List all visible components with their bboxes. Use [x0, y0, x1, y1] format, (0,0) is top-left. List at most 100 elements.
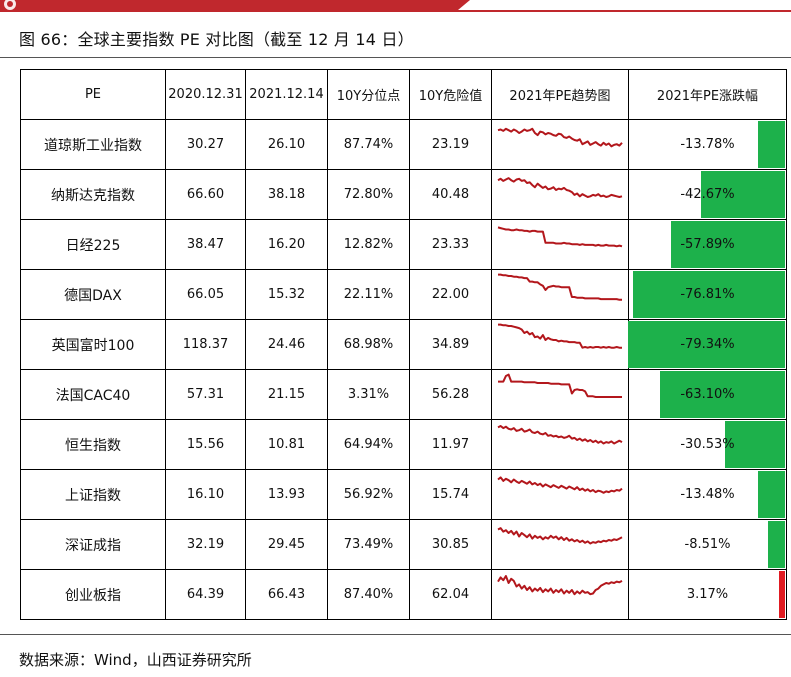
percentile-10y-cell: 68.98%: [327, 319, 410, 370]
percentile-10y-cell: 12.82%: [327, 219, 410, 270]
danger-10y-cell: 34.89: [409, 319, 492, 370]
index-name-cell: 德国DAX: [20, 269, 166, 320]
table-row: 法国CAC40 57.31 21.15 3.31% 56.28 -63.10%: [20, 369, 787, 420]
pe-comparison-table: PE 2020.12.31 2021.12.14 10Y分位点 10Y危险值 2…: [20, 69, 787, 620]
table-row: 纳斯达克指数 66.60 38.18 72.80% 40.48 -42.67%: [20, 169, 787, 220]
table-row: 上证指数 16.10 13.93 56.92% 15.74 -13.48%: [20, 469, 787, 520]
col-header-2020: 2020.12.31: [165, 69, 246, 120]
pe-2021-cell: 29.45: [245, 519, 328, 570]
table-row: 德国DAX 66.05 15.32 22.11% 22.00 -76.81%: [20, 269, 787, 320]
col-header-2021: 2021.12.14: [245, 69, 328, 120]
change-bar: [757, 121, 785, 168]
table-row: 道琼斯工业指数 30.27 26.10 87.74% 23.19 -13.78%: [20, 119, 787, 170]
table-row: 恒生指数 15.56 10.81 64.94% 11.97 -30.53%: [20, 419, 787, 470]
pe-2021-cell: 24.46: [245, 319, 328, 370]
danger-10y-cell: 23.33: [409, 219, 492, 270]
pe-2021-cell: 26.10: [245, 119, 328, 170]
top-decor-bar: [0, 0, 791, 17]
pe-2020-cell: 32.19: [165, 519, 246, 570]
trend-sparkline: [498, 273, 622, 301]
trend-sparkline: [498, 373, 622, 398]
danger-10y-cell: 30.85: [409, 519, 492, 570]
trend-cell: [491, 119, 629, 170]
danger-10y-cell: 11.97: [409, 419, 492, 470]
table-body: 道琼斯工业指数 30.27 26.10 87.74% 23.19 -13.78% 纳斯达克指…: [20, 119, 787, 620]
pe-2020-cell: 16.10: [165, 469, 246, 520]
trend-cell: [491, 519, 629, 570]
trend-line: [497, 424, 623, 444]
pe-2021-cell: 15.32: [245, 269, 328, 320]
footer-divider: [0, 634, 791, 635]
index-name-cell: 创业板指: [20, 569, 166, 620]
change-cell: -13.78%: [628, 119, 787, 170]
trend-sparkline: [497, 526, 623, 544]
change-cell: -57.89%: [628, 219, 787, 270]
change-cell: -76.81%: [628, 269, 787, 320]
trend-sparkline: [497, 574, 623, 595]
percentile-10y-cell: 3.31%: [327, 369, 410, 420]
trend-cell: [491, 269, 629, 320]
index-name-cell: 道琼斯工业指数: [20, 119, 166, 170]
trend-line: [497, 127, 623, 147]
title-divider: [0, 57, 791, 58]
pe-2021-cell: 38.18: [245, 169, 328, 220]
change-cell: -30.53%: [628, 419, 787, 470]
table-header-row: PE 2020.12.31 2021.12.14 10Y分位点 10Y危险值 2…: [20, 69, 787, 120]
change-bar: [778, 571, 785, 618]
pe-2020-cell: 64.39: [165, 569, 246, 620]
change-bar: [633, 271, 785, 318]
trend-cell: [491, 319, 629, 370]
index-name-cell: 恒生指数: [20, 419, 166, 470]
percentile-10y-cell: 56.92%: [327, 469, 410, 520]
trend-line: [498, 323, 622, 349]
danger-10y-cell: 62.04: [409, 569, 492, 620]
trend-sparkline: [497, 176, 623, 198]
danger-10y-cell: 40.48: [409, 169, 492, 220]
change-cell: -8.51%: [628, 519, 787, 570]
pe-2021-cell: 21.15: [245, 369, 328, 420]
change-label: -8.51%: [684, 537, 731, 552]
danger-10y-cell: 23.19: [409, 119, 492, 170]
change-label: 3.17%: [686, 587, 729, 602]
change-bar: [700, 171, 785, 218]
pe-2020-cell: 118.37: [165, 319, 246, 370]
change-bar: [628, 321, 785, 368]
percentile-10y-cell: 72.80%: [327, 169, 410, 220]
table-row: 深证成指 32.19 29.45 73.49% 30.85 -8.51%: [20, 519, 787, 570]
trend-line: [497, 225, 623, 247]
change-bar: [660, 371, 785, 418]
table-row: 英国富时100 118.37 24.46 68.98% 34.89 -79.34%: [20, 319, 787, 370]
pe-2020-cell: 66.60: [165, 169, 246, 220]
change-bar: [758, 471, 785, 518]
index-name-cell: 英国富时100: [20, 319, 166, 370]
col-header-percentile: 10Y分位点: [327, 69, 410, 120]
trend-cell: [491, 169, 629, 220]
col-header-change: 2021年PE涨跌幅: [628, 69, 787, 120]
danger-10y-cell: 15.74: [409, 469, 492, 520]
change-bar: [670, 221, 785, 268]
col-header-trend: 2021年PE趋势图: [491, 69, 629, 120]
percentile-10y-cell: 73.49%: [327, 519, 410, 570]
col-header-pe: PE: [20, 69, 166, 120]
pe-2020-cell: 57.31: [165, 369, 246, 420]
change-cell: -79.34%: [628, 319, 787, 370]
trend-cell: [491, 419, 629, 470]
trend-line: [498, 373, 622, 398]
change-bar: [768, 521, 785, 568]
danger-10y-cell: 22.00: [409, 269, 492, 320]
source-note: 数据来源：Wind，山西证券研究所: [19, 651, 252, 669]
index-name-cell: 深证成指: [20, 519, 166, 570]
pe-2021-cell: 16.20: [245, 219, 328, 270]
percentile-10y-cell: 87.40%: [327, 569, 410, 620]
trend-cell: [491, 369, 629, 420]
index-name-cell: 日经225: [20, 219, 166, 270]
figure-title: 图 66：全球主要指数 PE 对比图（截至 12 月 14 日）: [19, 30, 414, 49]
trend-sparkline: [497, 127, 623, 147]
danger-10y-cell: 56.28: [409, 369, 492, 420]
index-name-cell: 上证指数: [20, 469, 166, 520]
trend-line: [497, 176, 623, 198]
trend-cell: [491, 469, 629, 520]
trend-cell: [491, 219, 629, 270]
trend-sparkline: [498, 323, 622, 349]
trend-sparkline: [497, 475, 623, 494]
